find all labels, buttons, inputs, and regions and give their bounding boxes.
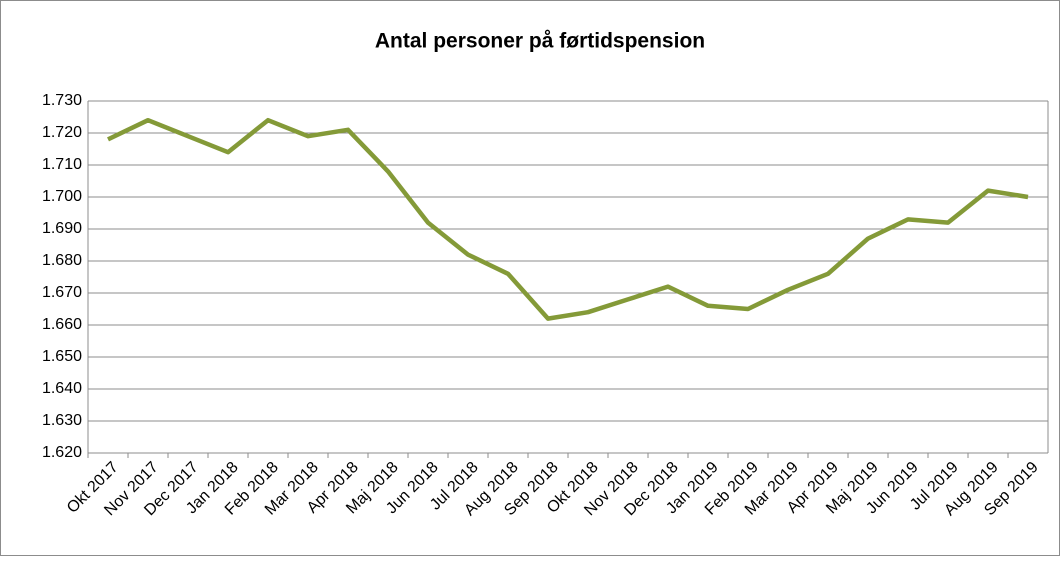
line xyxy=(107,117,1029,321)
y-tick-label: 1.630 xyxy=(42,412,82,429)
y-tick-label: 1.660 xyxy=(42,316,82,333)
y-tick-label: 1.720 xyxy=(42,124,82,141)
y-tick-label: 1.690 xyxy=(42,220,82,237)
y-tick-label: 1.680 xyxy=(42,252,82,269)
chart-title: Antal personer på førtidspension xyxy=(375,30,705,53)
y-tick-label: 1.730 xyxy=(42,92,82,109)
y-tick-label: 1.640 xyxy=(42,380,82,397)
y-tick-label: 1.650 xyxy=(42,348,82,365)
y-tick-label: 1.670 xyxy=(42,284,82,301)
y-tick-label: 1.710 xyxy=(42,156,82,173)
y-tick-label: 1.700 xyxy=(42,188,82,205)
y-tick-label: 1.620 xyxy=(42,444,82,461)
